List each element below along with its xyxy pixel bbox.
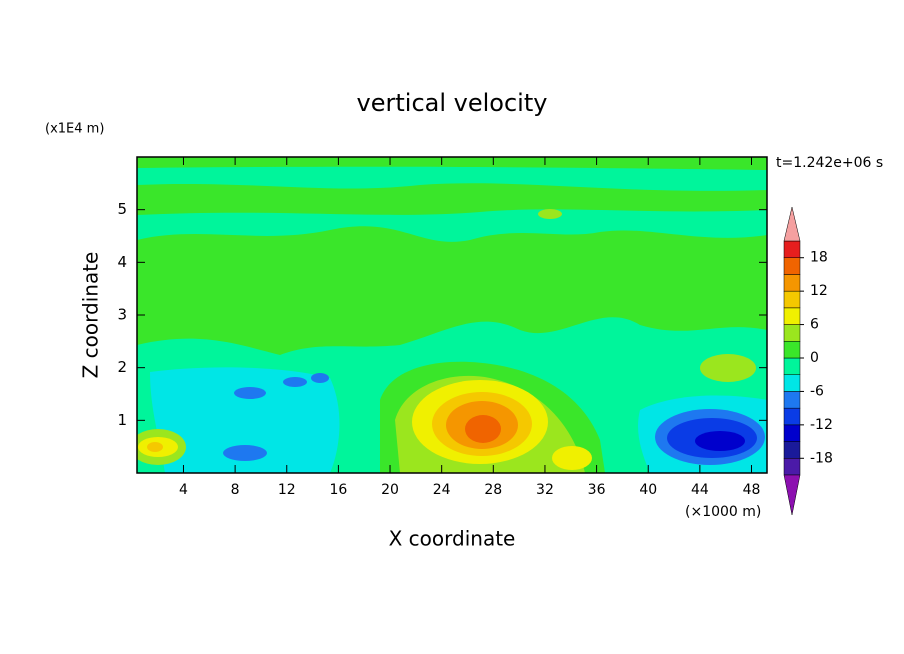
colorbar-box — [783, 324, 801, 342]
colorbar-tick-label: -18 — [810, 450, 833, 466]
contour-region — [150, 367, 340, 473]
contour-region — [538, 209, 562, 219]
colorbar-box — [783, 357, 801, 375]
contour-region — [311, 373, 329, 383]
x-tick-label: 44 — [691, 482, 709, 498]
colorbar-extend-over — [783, 206, 801, 242]
contour-region — [695, 431, 745, 451]
x-tick-label: 32 — [536, 482, 554, 498]
y-tick-label: 3 — [117, 306, 127, 324]
colorbar-tick-label: 18 — [810, 250, 828, 266]
x-tick-label: 16 — [329, 482, 347, 498]
contour-region — [223, 445, 267, 461]
contour-region — [465, 415, 501, 443]
contour-region — [552, 446, 592, 470]
contour-region — [147, 442, 163, 452]
y-tick-label: 2 — [117, 358, 127, 376]
colorbar-box — [783, 307, 801, 325]
x-tick-label: 4 — [179, 482, 188, 498]
contour-field — [137, 157, 767, 473]
contour-region — [234, 387, 266, 399]
colorbar-box — [783, 374, 801, 392]
y-axis-label: Z coordinate — [79, 252, 103, 379]
contour-region — [137, 226, 767, 355]
colorbar-extend-under — [783, 474, 801, 516]
colorbar-tick-label: 0 — [810, 350, 819, 366]
colorbar-tick-label: -6 — [810, 383, 824, 399]
colorbar-tick-label: 12 — [810, 283, 828, 299]
contour-region — [137, 183, 767, 215]
colorbar-box — [783, 441, 801, 459]
x-tick-label: 8 — [231, 482, 240, 498]
contour-region — [700, 354, 756, 382]
x-tick-label: 48 — [743, 482, 761, 498]
x-tick-label: 24 — [433, 482, 451, 498]
colorbar-box — [783, 290, 801, 309]
colorbar-box — [783, 407, 801, 426]
colorbar-box — [783, 341, 801, 359]
contour-region — [137, 157, 767, 170]
x-tick-label: 36 — [588, 482, 606, 498]
time-label: t=1.242e+06 s — [776, 155, 883, 171]
colorbar-box — [783, 274, 801, 292]
colorbar-box — [783, 240, 801, 258]
colorbar-box — [783, 391, 801, 409]
x-tick-label: 40 — [639, 482, 657, 498]
colorbar-box — [783, 257, 801, 275]
chart-title: vertical velocity — [357, 89, 548, 117]
colorbar-box — [783, 424, 801, 442]
colorbar-box — [783, 458, 801, 476]
y-tick-label: 5 — [117, 200, 127, 218]
x-axis-label: X coordinate — [389, 527, 516, 551]
colorbar-tick-label: 6 — [810, 317, 819, 333]
x-tick-label: 28 — [484, 482, 502, 498]
y-tick-label: 1 — [117, 411, 127, 429]
y-unit-label: (x1E4 m) — [45, 122, 104, 137]
contour-region — [283, 377, 307, 387]
y-tick-label: 4 — [117, 253, 127, 271]
colorbar-tick-label: -12 — [810, 417, 833, 433]
x-tick-label: 20 — [381, 482, 399, 498]
x-tick-label: 12 — [278, 482, 296, 498]
x-unit-label: (×1000 m) — [685, 504, 761, 520]
